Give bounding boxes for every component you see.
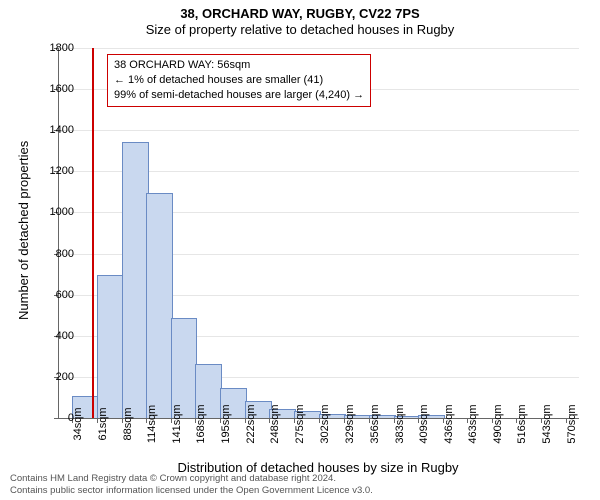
- xtick-label: 463sqm: [467, 404, 479, 443]
- ytick-label: 1000: [34, 206, 74, 218]
- info-line: 99% of semi-detached houses are larger (…: [114, 88, 364, 103]
- xtick-label: 383sqm: [394, 404, 406, 443]
- ytick-label: 1800: [34, 42, 74, 54]
- xtick-label: 248sqm: [269, 404, 281, 443]
- gridline: [59, 48, 579, 49]
- info-line: 38 ORCHARD WAY: 56sqm: [114, 58, 364, 73]
- xtick-label: 195sqm: [220, 404, 232, 443]
- ytick-label: 1600: [34, 83, 74, 95]
- ytick-label: 0: [34, 412, 74, 424]
- histogram-bar: [122, 142, 149, 418]
- chart-area: 34sqm61sqm88sqm114sqm141sqm168sqm195sqm2…: [58, 48, 578, 418]
- footer-line1: Contains HM Land Registry data © Crown c…: [10, 473, 373, 484]
- xtick-label: 88sqm: [122, 407, 134, 440]
- ytick-label: 400: [34, 330, 74, 342]
- footer: Contains HM Land Registry data © Crown c…: [10, 473, 373, 496]
- marker-line: [92, 48, 94, 418]
- footer-line2: Contains public sector information licen…: [10, 485, 373, 496]
- xtick-label: 141sqm: [171, 404, 183, 443]
- histogram-bar: [146, 193, 173, 418]
- xtick-label: 356sqm: [369, 404, 381, 443]
- chart-container: 38, ORCHARD WAY, RUGBY, CV22 7PS Size of…: [0, 0, 600, 500]
- xtick-label: 275sqm: [294, 404, 306, 443]
- xtick-label: 329sqm: [344, 404, 356, 443]
- xtick-label: 516sqm: [516, 404, 528, 443]
- xtick-label: 490sqm: [492, 404, 504, 443]
- histogram-bar: [97, 275, 124, 418]
- xtick-label: 436sqm: [443, 404, 455, 443]
- xtick-label: 409sqm: [418, 404, 430, 443]
- ytick-label: 800: [34, 248, 74, 260]
- ytick-label: 1200: [34, 165, 74, 177]
- ytick-label: 600: [34, 289, 74, 301]
- xtick-label: 222sqm: [245, 404, 257, 443]
- xtick-label: 302sqm: [319, 404, 331, 443]
- xtick-label: 168sqm: [195, 404, 207, 443]
- xtick-label: 570sqm: [566, 404, 578, 443]
- xtick-label: 114sqm: [146, 405, 158, 443]
- ytick-label: 200: [34, 371, 74, 383]
- title-main: 38, ORCHARD WAY, RUGBY, CV22 7PS: [0, 0, 600, 21]
- histogram-bar: [171, 318, 198, 418]
- xtick-label: 61sqm: [97, 407, 109, 440]
- title-sub: Size of property relative to detached ho…: [0, 21, 600, 37]
- xtick-label: 543sqm: [541, 404, 553, 443]
- plot-region: 34sqm61sqm88sqm114sqm141sqm168sqm195sqm2…: [58, 48, 579, 419]
- info-line: ← 1% of detached houses are smaller (41): [114, 73, 364, 88]
- gridline: [59, 130, 579, 131]
- info-box: 38 ORCHARD WAY: 56sqm← 1% of detached ho…: [107, 54, 371, 107]
- y-axis-label: Number of detached properties: [16, 141, 31, 320]
- ytick-label: 1400: [34, 124, 74, 136]
